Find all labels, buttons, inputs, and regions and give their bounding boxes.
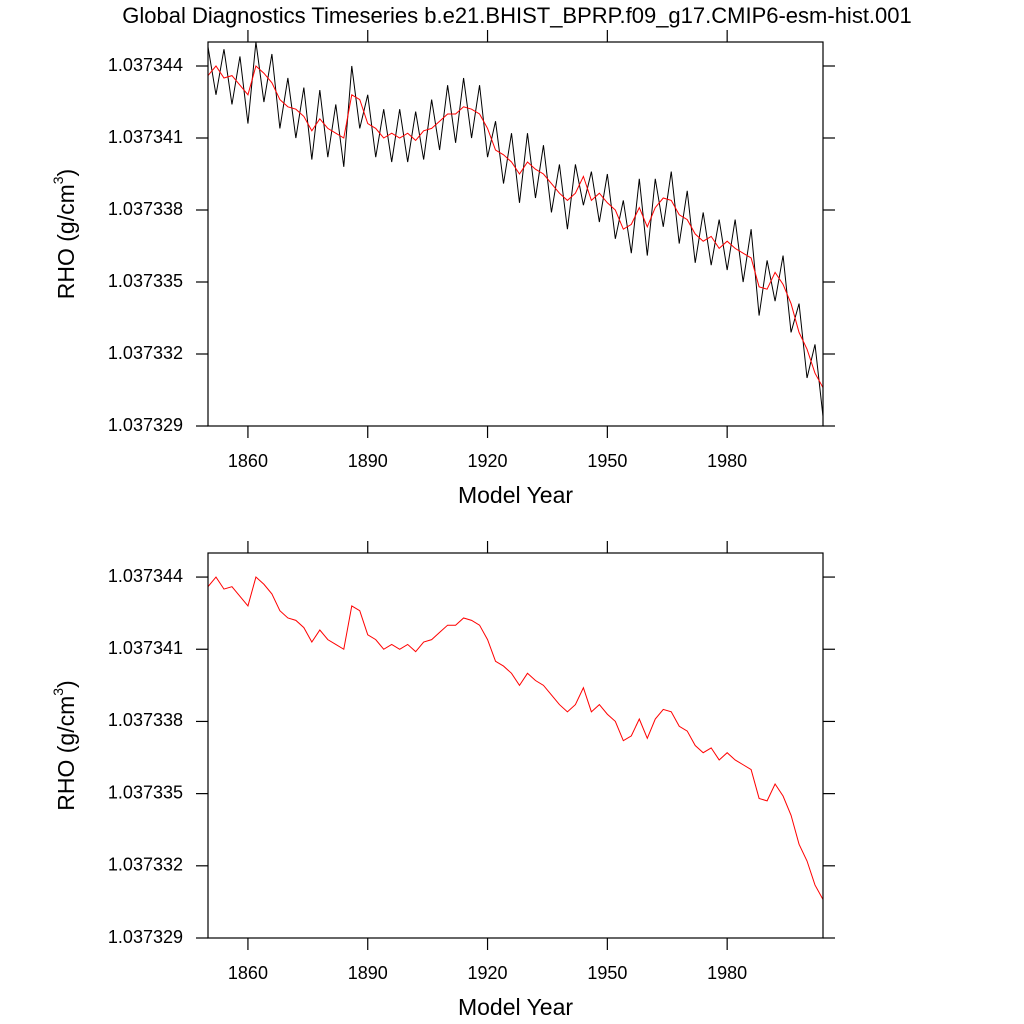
y-axis-label-part: 3 (50, 688, 66, 696)
x-tick-label: 1980 (707, 963, 747, 983)
y-tick-label: 1.037341 (108, 638, 183, 658)
y-axis-label: RHO (g/cm3) (50, 169, 79, 299)
plot-frame (207, 552, 824, 939)
x-tick-label: 1920 (468, 451, 508, 471)
x-tick-label: 1860 (228, 451, 268, 471)
y-axis-label-part: ) (53, 680, 79, 688)
x-tick-label: 1980 (707, 451, 747, 471)
plot-lines (208, 576, 823, 900)
y-tick-label: 1.037335 (108, 271, 183, 291)
x-tick-label: 1950 (587, 451, 627, 471)
data-line (208, 42, 823, 417)
x-tick-label: 1950 (587, 963, 627, 983)
x-tick-label: 1890 (348, 451, 388, 471)
plot-frame (207, 41, 824, 427)
plot-lines (208, 42, 823, 417)
y-axis-label: RHO (g/cm3) (50, 680, 79, 810)
chart-title: Global Diagnostics Timeseries b.e21.BHIS… (122, 3, 912, 28)
y-tick-label: 1.037332 (108, 855, 183, 875)
y-tick-label: 1.037329 (108, 415, 183, 435)
x-tick-label: 1860 (228, 963, 268, 983)
x-axis-label: Model Year (458, 994, 573, 1020)
data-line (208, 65, 823, 388)
y-axis-label-part: ) (53, 169, 79, 177)
y-axis-label-part: RHO (g/cm (53, 696, 79, 811)
y-tick-label: 1.037335 (108, 782, 183, 802)
y-tick-label: 1.037338 (108, 199, 183, 219)
x-axis-label: Model Year (458, 482, 573, 508)
y-tick-label: 1.037329 (108, 927, 183, 947)
y-axis-label-part: 3 (50, 176, 66, 184)
data-line (208, 576, 823, 900)
y-tick-label: 1.037344 (108, 566, 183, 586)
y-tick-label: 1.037338 (108, 710, 183, 730)
y-tick-label: 1.037332 (108, 343, 183, 363)
x-tick-label: 1890 (348, 963, 388, 983)
y-tick-label: 1.037341 (108, 127, 183, 147)
x-tick-label: 1920 (468, 963, 508, 983)
y-tick-label: 1.037344 (108, 55, 183, 75)
y-axis-label-part: RHO (g/cm (53, 184, 79, 299)
